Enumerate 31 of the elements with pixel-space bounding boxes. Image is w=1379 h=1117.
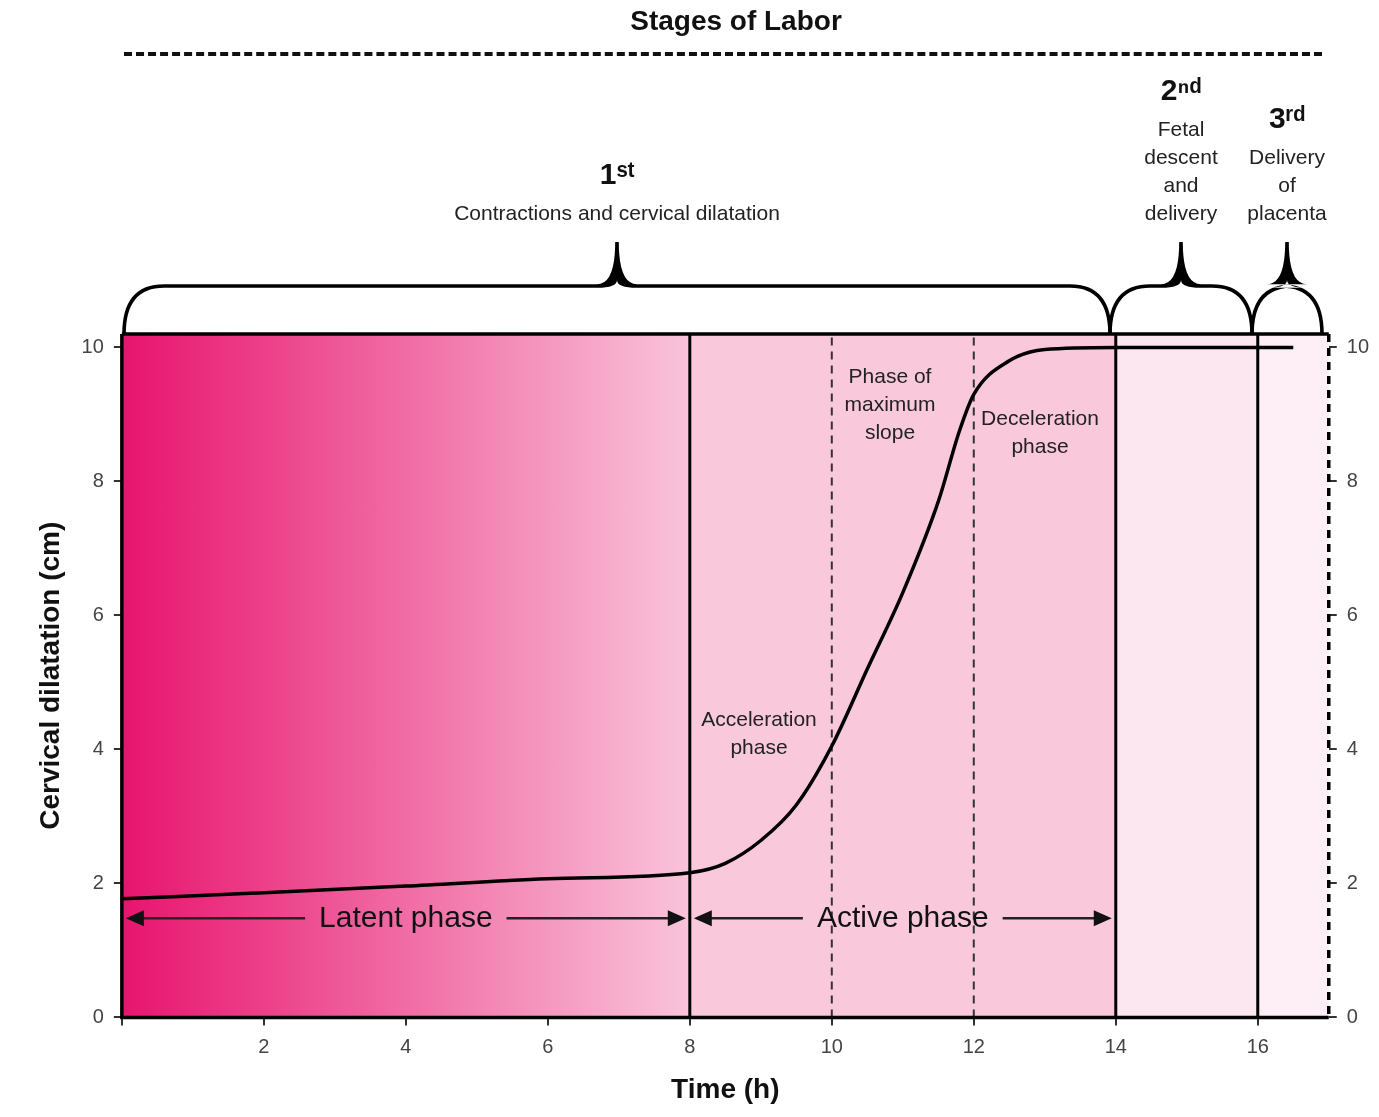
y2-tick-label: 8: [1346, 468, 1358, 491]
y2-tick-label: 0: [1346, 1004, 1358, 1027]
x-tick-label: 6: [542, 1034, 554, 1057]
y-tick-label: 10: [81, 334, 104, 357]
y2-tick-label: 4: [1346, 736, 1358, 759]
text: 2ⁿᵈ Fetal descent and delivery: [1144, 73, 1218, 224]
x-tick-label: 2: [258, 1034, 270, 1057]
y-tick-label: 6: [92, 602, 104, 625]
y-tick-label: 8: [92, 468, 104, 491]
y2-tick-label: 10: [1346, 334, 1369, 357]
x-tick-label: 14: [1104, 1034, 1127, 1057]
annotation: Acceleration phase: [701, 706, 817, 758]
annotation: Phase of maximum slope: [844, 363, 936, 443]
x-axis-title: Time (h): [671, 1072, 780, 1104]
band-label: Active phase: [816, 899, 989, 933]
y-axis-title: Cervical dilatation (cm): [33, 521, 65, 830]
y-tick-label: 4: [92, 736, 104, 759]
y2-tick-label: 6: [1346, 602, 1358, 625]
x-tick-label: 12: [962, 1034, 985, 1057]
y-tick-label: 0: [92, 1004, 104, 1027]
y-tick-label: 2: [92, 870, 104, 893]
text: 1ˢᵗ Contractions and cervical dilatation: [454, 157, 780, 224]
x-tick-label: 4: [400, 1034, 412, 1057]
band-label: Latent phase: [319, 899, 493, 933]
annotation: Deceleration phase: [981, 405, 1099, 457]
x-tick-label: 8: [684, 1034, 696, 1057]
x-tick-label: 10: [820, 1034, 843, 1057]
y2-tick-label: 2: [1346, 870, 1358, 893]
x-tick-label: 16: [1246, 1034, 1269, 1057]
chart-title: Stages of Labor: [630, 4, 842, 36]
text: 3ʳᵈ Delivery of placenta: [1247, 101, 1328, 224]
